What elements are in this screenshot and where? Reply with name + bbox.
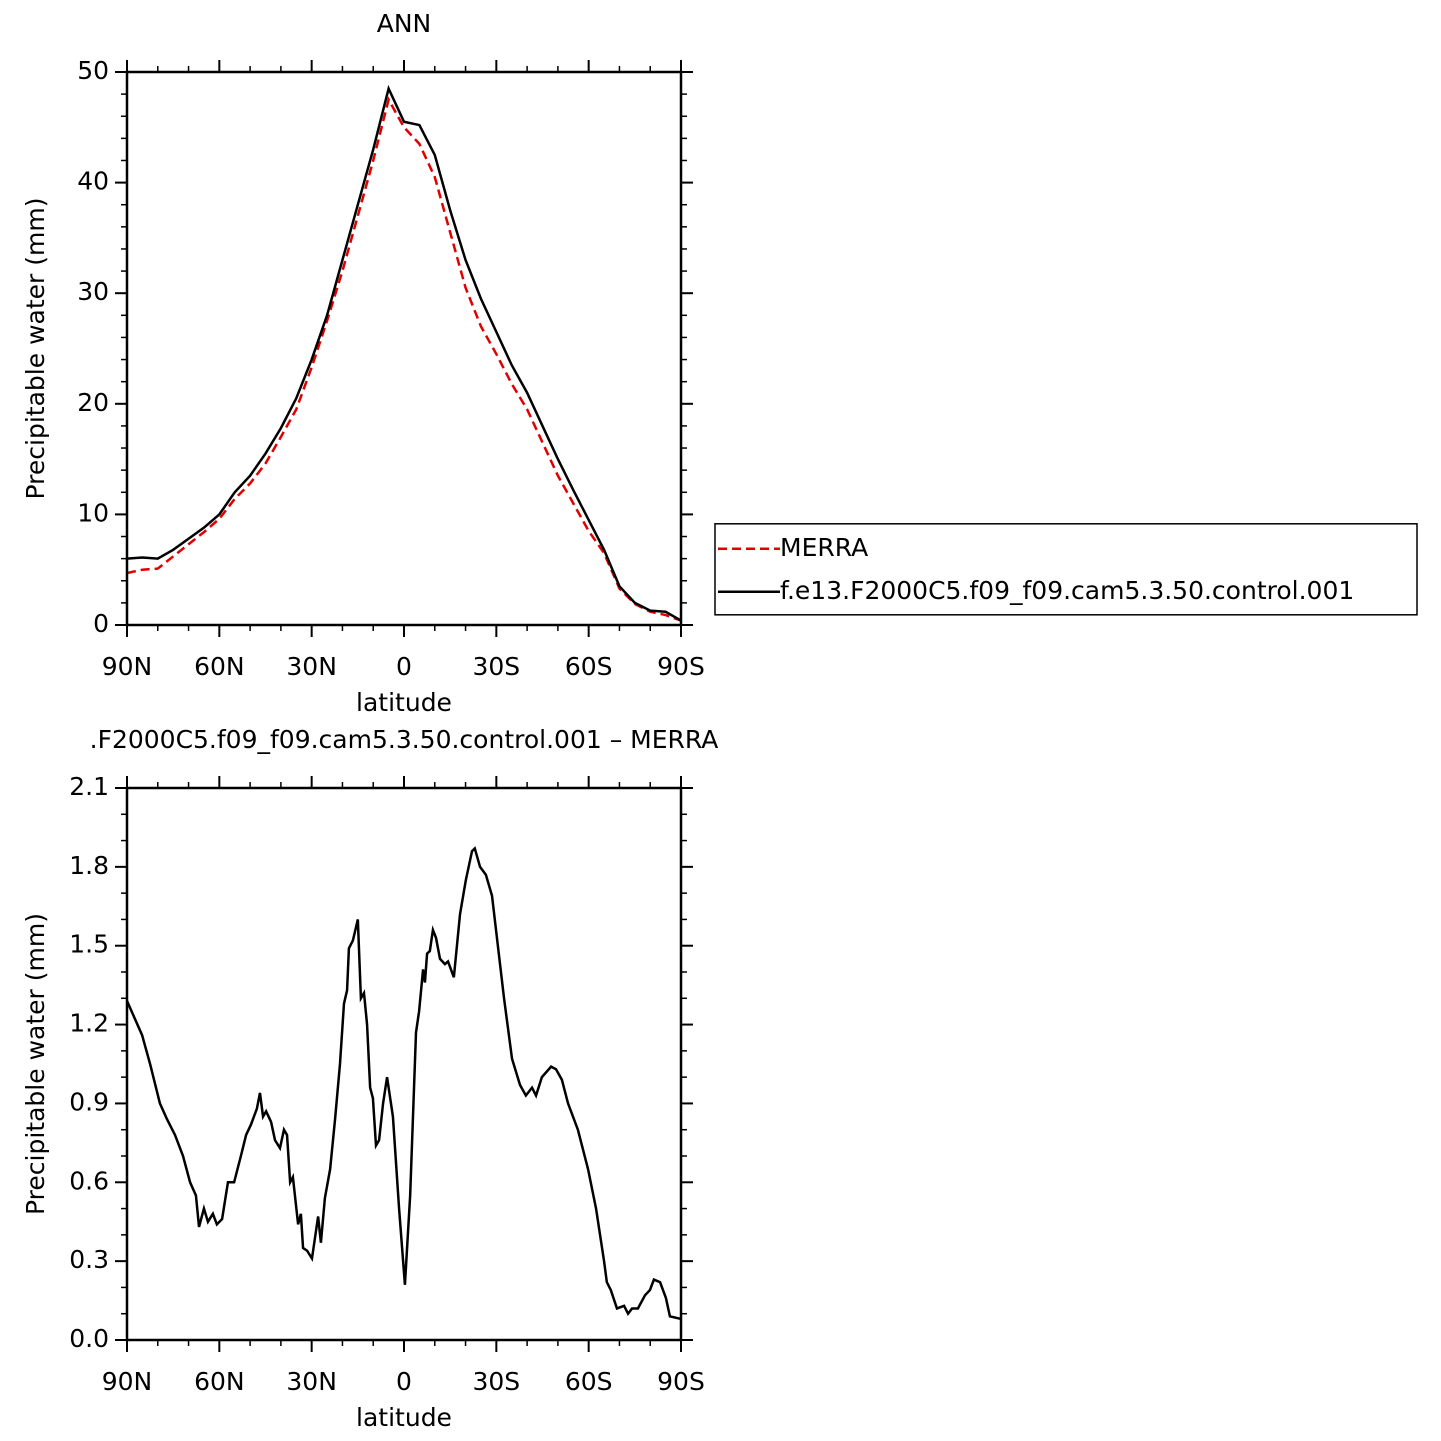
- x-tick-label: 90N: [102, 652, 153, 681]
- y-tick-label: 0.6: [69, 1166, 109, 1195]
- chart-title: ANN: [377, 9, 432, 38]
- x-tick-label: 30N: [286, 1367, 337, 1396]
- y-tick-label: 1.2: [69, 1009, 109, 1038]
- x-tick-label: 0: [396, 1367, 412, 1396]
- x-tick-label: 60N: [194, 652, 245, 681]
- x-axis-label: latitude: [356, 688, 452, 717]
- x-tick-label: 90N: [102, 1367, 153, 1396]
- y-tick-label: 30: [77, 277, 109, 306]
- y-tick-label: 0.0: [69, 1324, 109, 1353]
- x-tick-label: 90S: [657, 652, 705, 681]
- plot-frame: [125, 70, 683, 627]
- y-tick-label: 0: [93, 609, 109, 638]
- y-axis-label: Precipitable water (mm): [21, 913, 50, 1215]
- y-tick-label: 1.8: [69, 851, 109, 880]
- y-axis-label: Precipitable water (mm): [21, 198, 50, 500]
- x-axis-label: latitude: [356, 1403, 452, 1432]
- y-tick-label: 2.1: [69, 772, 109, 801]
- legend-label: f.e13.F2000C5.f09_f09.cam5.3.50.control.…: [780, 576, 1354, 605]
- legend: MERRA f.e13.F2000C5.f09_f09.cam5.3.50.con…: [714, 523, 1418, 616]
- x-tick-label: 30S: [472, 652, 520, 681]
- y-tick-label: 10: [77, 498, 109, 527]
- plot-frame: [125, 786, 683, 1342]
- x-tick-label: 90S: [657, 1367, 705, 1396]
- y-tick-label: 20: [77, 388, 109, 417]
- data-line: [125, 846, 682, 1321]
- y-tick-label: 40: [77, 167, 109, 196]
- y-tick-label: 50: [77, 56, 109, 85]
- y-tick-label: 0.3: [69, 1245, 109, 1274]
- data-line: [126, 96, 682, 622]
- legend-box: [714, 523, 1418, 616]
- x-tick-label: 60S: [565, 652, 613, 681]
- x-tick-label: 60S: [565, 1367, 613, 1396]
- y-tick-label: 1.5: [69, 930, 109, 959]
- x-tick-label: 30S: [472, 1367, 520, 1396]
- legend-label: MERRA: [780, 533, 868, 562]
- chart-title: .F2000C5.f09_f09.cam5.3.50.control.001 –…: [90, 725, 719, 754]
- x-tick-label: 30N: [286, 652, 337, 681]
- data-line: [126, 84, 682, 622]
- y-tick-label: 0.9: [69, 1087, 109, 1116]
- x-tick-label: 0: [396, 652, 412, 681]
- x-tick-label: 60N: [194, 1367, 245, 1396]
